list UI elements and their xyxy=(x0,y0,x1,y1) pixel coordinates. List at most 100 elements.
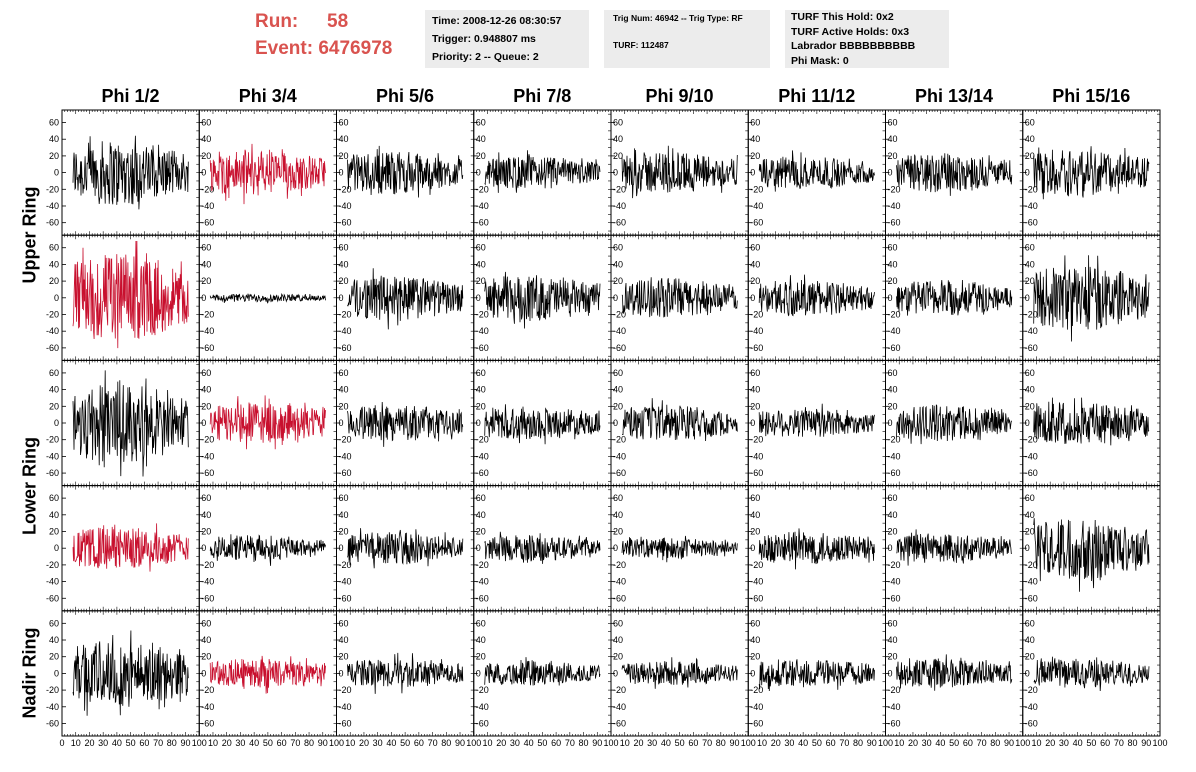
y-tick-label: 20 xyxy=(201,276,211,286)
y-tick-label: -60 xyxy=(750,468,763,478)
y-tick-label: -40 xyxy=(613,451,626,461)
y-tick-label: 20 xyxy=(750,276,760,286)
y-tick-label: 60 xyxy=(49,243,59,253)
y-tick-label: -20 xyxy=(750,685,763,695)
y-tick-label: 60 xyxy=(201,493,211,503)
y-tick-label: -60 xyxy=(476,718,489,728)
y-tick-label: -60 xyxy=(46,218,59,228)
waveform-trace xyxy=(621,657,738,689)
waveform-panel: -60 -40 -20 0 20 40 60 xyxy=(46,610,200,737)
turf-text: TURF: 112487 xyxy=(613,40,669,50)
y-tick-label: 60 xyxy=(750,243,760,253)
y-tick-label: 40 xyxy=(49,134,59,144)
y-tick-label: 40 xyxy=(476,259,486,269)
y-tick-label: -20 xyxy=(750,560,763,570)
y-tick-label: -20 xyxy=(613,560,626,570)
y-tick-label: 60 xyxy=(888,368,898,378)
y-tick-label: 40 xyxy=(339,385,349,395)
y-tick-label: 40 xyxy=(49,510,59,520)
y-tick-label: -20 xyxy=(339,309,352,319)
y-tick-label: -60 xyxy=(201,593,214,603)
y-tick-label: -20 xyxy=(201,184,214,194)
y-tick-label: 0 xyxy=(201,168,206,178)
waveform-panel: -60 -40 -20 0 20 40 60 xyxy=(198,485,337,612)
y-tick-label: -20 xyxy=(750,309,763,319)
y-tick-label: -60 xyxy=(201,218,214,228)
y-tick-label: -40 xyxy=(201,201,214,211)
y-tick-label: 60 xyxy=(49,618,59,628)
y-tick-label: 40 xyxy=(339,510,349,520)
y-tick-label: 60 xyxy=(750,118,760,128)
y-tick-label: 20 xyxy=(49,527,59,537)
y-tick-label: -60 xyxy=(339,593,352,603)
y-tick-label: -20 xyxy=(476,435,489,445)
y-tick-label: -20 xyxy=(888,309,901,319)
y-tick-label: -40 xyxy=(339,702,352,712)
waveform-trace xyxy=(758,274,875,317)
y-tick-label: -60 xyxy=(46,718,59,728)
y-tick-label: -40 xyxy=(201,577,214,587)
time-text: Time: 2008-12-26 08:30:57 xyxy=(432,15,562,27)
y-tick-label: 40 xyxy=(613,510,623,520)
y-tick-label: -20 xyxy=(46,309,59,319)
y-tick-label: 20 xyxy=(750,527,760,537)
y-tick-label: -20 xyxy=(613,309,626,319)
y-tick-label: 20 xyxy=(613,652,623,662)
y-tick-label: 20 xyxy=(888,276,898,286)
waveform-trace xyxy=(209,534,326,566)
column-header: Phi 9/10 xyxy=(645,86,714,106)
y-tick-label: 20 xyxy=(476,527,486,537)
y-tick-label: -40 xyxy=(339,326,352,336)
waveform-panel: -60 -40 -20 0 20 40 60 xyxy=(747,109,886,236)
y-tick-label: -60 xyxy=(750,593,763,603)
y-tick-label: 40 xyxy=(1025,259,1035,269)
y-tick-label: -40 xyxy=(201,326,214,336)
y-tick-label: -20 xyxy=(613,435,626,445)
waveform-panel: -60 -40 -20 0 20 40 60 xyxy=(46,109,200,236)
y-tick-label: -60 xyxy=(339,343,352,353)
y-tick-label: 40 xyxy=(201,259,211,269)
y-tick-label: 60 xyxy=(339,118,349,128)
y-tick-label: 20 xyxy=(750,151,760,161)
waveform-trace xyxy=(347,145,464,198)
y-tick-label: 60 xyxy=(201,618,211,628)
y-tick-label: -60 xyxy=(476,468,489,478)
y-tick-label: 40 xyxy=(888,134,898,144)
y-tick-label: -20 xyxy=(339,184,352,194)
column-header: Phi 7/8 xyxy=(513,86,572,106)
waveform-panel: -60 -40 -20 0 20 40 60 xyxy=(885,359,1024,487)
waveform-trace xyxy=(209,395,326,450)
y-tick-label: 60 xyxy=(339,493,349,503)
y-tick-label: -40 xyxy=(476,702,489,712)
y-tick-label: -60 xyxy=(613,593,626,603)
waveform-panel: -60 -40 -20 0 20 40 60 xyxy=(610,359,749,487)
y-tick-label: 40 xyxy=(476,510,486,520)
y-tick-label: 20 xyxy=(476,652,486,662)
waveform-panel: -60 -40 -20 0 20 40 60 xyxy=(473,234,612,361)
column-header: Phi 13/14 xyxy=(914,86,994,106)
y-tick-label: 60 xyxy=(339,368,349,378)
y-tick-label: -40 xyxy=(613,326,626,336)
y-tick-label: 0 xyxy=(339,418,344,428)
trig-num-text: Trig Num: 46942 -- Trig Type: RF xyxy=(613,13,743,23)
event-label: Event: xyxy=(255,38,314,59)
waveform-panel: -60 -40 -20 0 20 40 60 xyxy=(198,359,337,487)
y-tick-label: 0 xyxy=(613,668,618,678)
y-tick-label: 60 xyxy=(613,618,623,628)
waveform-trace xyxy=(896,404,1013,445)
y-tick-label: -60 xyxy=(1025,593,1038,603)
y-tick-label: -60 xyxy=(476,218,489,228)
y-tick-label: -20 xyxy=(201,685,214,695)
waveform-panel: -60 -40 -20 0 20 40 60 xyxy=(198,610,337,737)
y-tick-label: 60 xyxy=(201,118,211,128)
y-tick-label: -60 xyxy=(888,593,901,603)
y-tick-label: 60 xyxy=(613,118,623,128)
y-tick-label: 20 xyxy=(613,401,623,411)
y-tick-label: 0 xyxy=(339,168,344,178)
y-tick-label: 0 xyxy=(888,293,893,303)
y-tick-label: 60 xyxy=(888,118,898,128)
y-tick-label: -60 xyxy=(750,218,763,228)
y-tick-label: 0 xyxy=(1025,418,1030,428)
y-tick-label: -20 xyxy=(888,560,901,570)
y-tick-label: 20 xyxy=(49,652,59,662)
